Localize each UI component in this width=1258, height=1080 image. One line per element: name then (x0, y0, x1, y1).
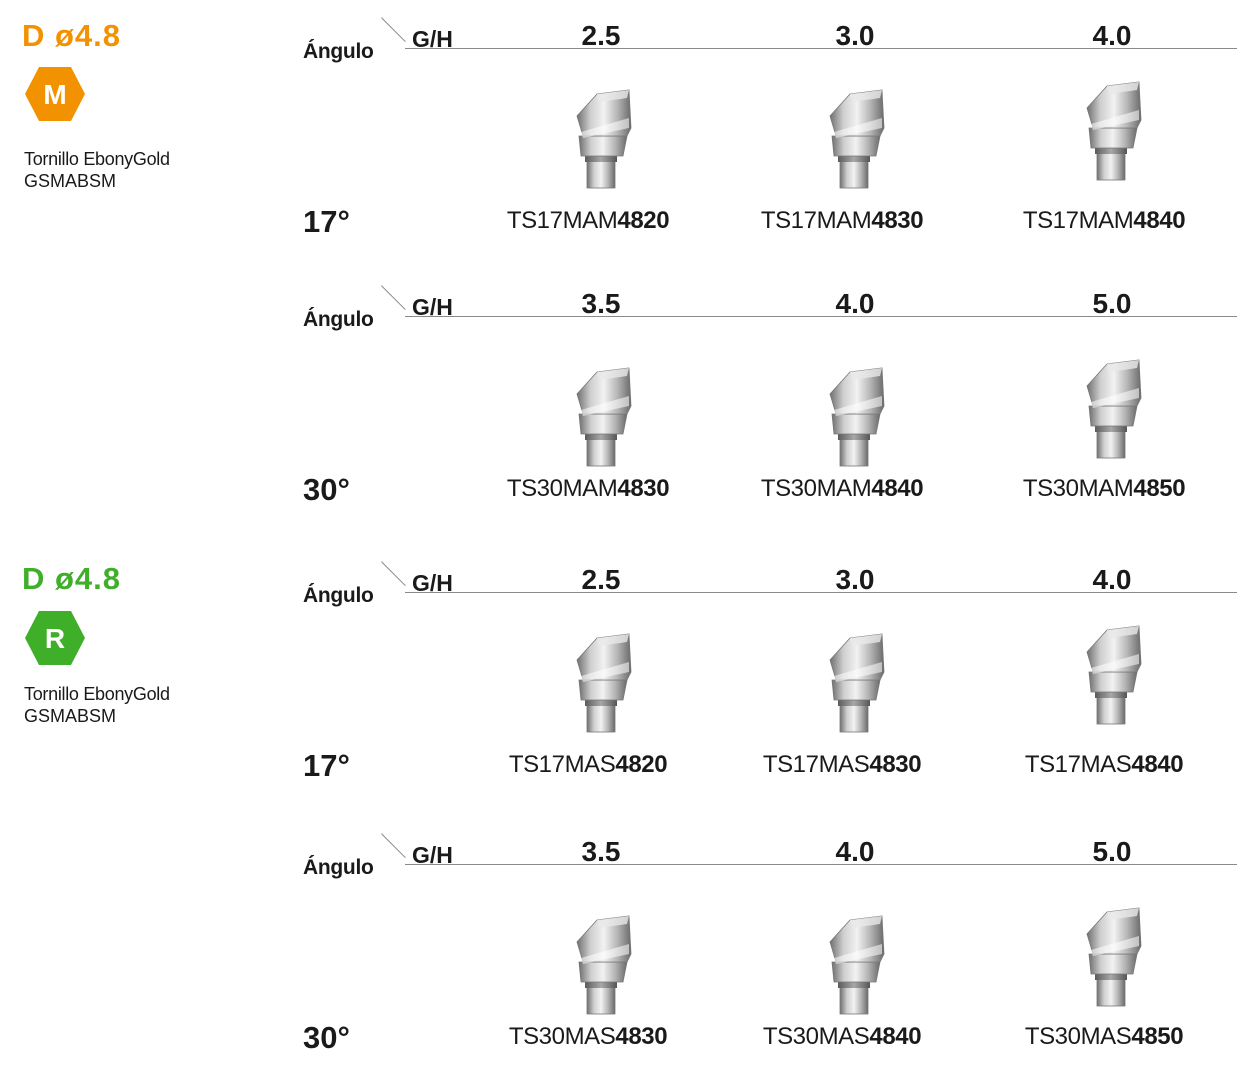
product-code-prefix: TS17MAS (1024, 751, 1132, 778)
badge-letter: M (43, 79, 66, 110)
gh-label: G/H (412, 26, 453, 52)
product-code-prefix: TS17MAM (760, 207, 872, 234)
hexagon-badge-icon: R (25, 611, 85, 665)
hexagon-shape (25, 67, 85, 121)
header-rule (405, 592, 1237, 593)
product-code-suffix: 4850 (1131, 1023, 1184, 1050)
angle-header: Ángulo (303, 308, 374, 331)
product-code: TS30MAM4850 (984, 475, 1224, 503)
product-code: TS30MAS4840 (722, 1023, 962, 1051)
gh-label: G/H (412, 294, 453, 320)
angle-degrees: 17° (303, 204, 350, 239)
abutment-image (557, 632, 647, 736)
product-code-suffix: 4820 (617, 207, 670, 234)
gh-value: 2.5 (581, 564, 621, 595)
abutment-image (557, 88, 647, 192)
product-code-suffix: 4840 (1133, 207, 1186, 234)
product-code-prefix: TS30MAS (1024, 1023, 1132, 1050)
product-code: TS17MAM4840 (984, 207, 1224, 235)
product-code-prefix: TS17MAS (508, 751, 616, 778)
gh-label: G/H (412, 570, 453, 596)
group-title: D ø4.8 (22, 18, 122, 53)
product-code-prefix: TS17MAM (506, 207, 618, 234)
header-diagonal (381, 833, 406, 859)
gh-value: 3.5 (581, 836, 621, 867)
badge-letter: R (45, 623, 65, 654)
product-code-prefix: TS17MAM (1022, 207, 1134, 234)
product-code: TS30MAS4850 (984, 1023, 1224, 1051)
product-code-prefix: TS30MAM (1022, 475, 1134, 502)
abutment-image (1067, 616, 1157, 736)
abutment-image (557, 914, 647, 1018)
angle-header: Ángulo (303, 40, 374, 63)
product-code-suffix: 4830 (615, 1023, 668, 1050)
abutment-image (810, 632, 900, 736)
product-code: TS30MAM4840 (722, 475, 962, 503)
gh-value: 4.0 (835, 836, 875, 867)
header-rule (405, 48, 1237, 49)
hexagon-badge-icon: M (25, 67, 85, 121)
angle-degrees: 30° (303, 472, 350, 507)
gh-value: 3.5 (581, 288, 621, 319)
angle-header: Ángulo (303, 856, 374, 879)
gh-value: 4.0 (1092, 564, 1132, 595)
gh-value: 4.0 (1092, 20, 1132, 51)
header-diagonal (381, 285, 406, 311)
group-title: D ø4.8 (22, 561, 122, 596)
product-code-suffix: 4830 (617, 475, 670, 502)
header-rule (405, 316, 1237, 317)
gh-value: 3.0 (835, 20, 875, 51)
product-code-suffix: 4840 (871, 475, 924, 502)
product-code: TS17MAS4830 (722, 751, 962, 779)
product-code: TS30MAM4830 (468, 475, 708, 503)
abutment-image (810, 914, 900, 1018)
product-code-prefix: TS30MAM (506, 475, 618, 502)
product-code-prefix: TS17MAS (762, 751, 870, 778)
gh-value: 2.5 (581, 20, 621, 51)
header-diagonal (381, 561, 406, 587)
abutment-image (810, 366, 900, 470)
screw-label: Tornillo EbonyGold (24, 684, 170, 704)
product-code-suffix: 4820 (615, 751, 668, 778)
angle-degrees: 17° (303, 748, 350, 783)
product-code: TS17MAM4820 (468, 207, 708, 235)
gh-value: 3.0 (835, 564, 875, 595)
angle-degrees: 30° (303, 1020, 350, 1055)
product-code-suffix: 4840 (869, 1023, 922, 1050)
product-code-prefix: TS30MAS (762, 1023, 870, 1050)
gh-label: G/H (412, 842, 453, 868)
product-code-suffix: 4850 (1133, 475, 1186, 502)
abutment-image (1067, 72, 1157, 192)
screw-code: GSMABSM (24, 171, 117, 191)
angle-header: Ángulo (303, 584, 374, 607)
product-code: TS30MAS4830 (468, 1023, 708, 1051)
product-code-suffix: 4840 (1131, 751, 1184, 778)
hexagon-shape (25, 611, 85, 665)
product-code: TS17MAS4820 (468, 751, 708, 779)
product-code-prefix: TS30MAS (508, 1023, 616, 1050)
header-diagonal (381, 17, 406, 43)
gh-value: 4.0 (835, 288, 875, 319)
gh-value: 5.0 (1092, 836, 1132, 867)
abutment-image (557, 366, 647, 470)
abutment-image (810, 88, 900, 192)
gh-value: 5.0 (1092, 288, 1132, 319)
product-code: TS17MAM4830 (722, 207, 962, 235)
abutment-image (1067, 350, 1157, 470)
product-code: TS17MAS4840 (984, 751, 1224, 779)
screw-code: GSMABSM (24, 706, 117, 726)
screw-label: Tornillo EbonyGold (24, 149, 170, 169)
product-code-suffix: 4830 (869, 751, 922, 778)
abutment-image (1067, 898, 1157, 1018)
product-code-suffix: 4830 (871, 207, 924, 234)
header-rule (405, 864, 1237, 865)
product-code-prefix: TS30MAM (760, 475, 872, 502)
